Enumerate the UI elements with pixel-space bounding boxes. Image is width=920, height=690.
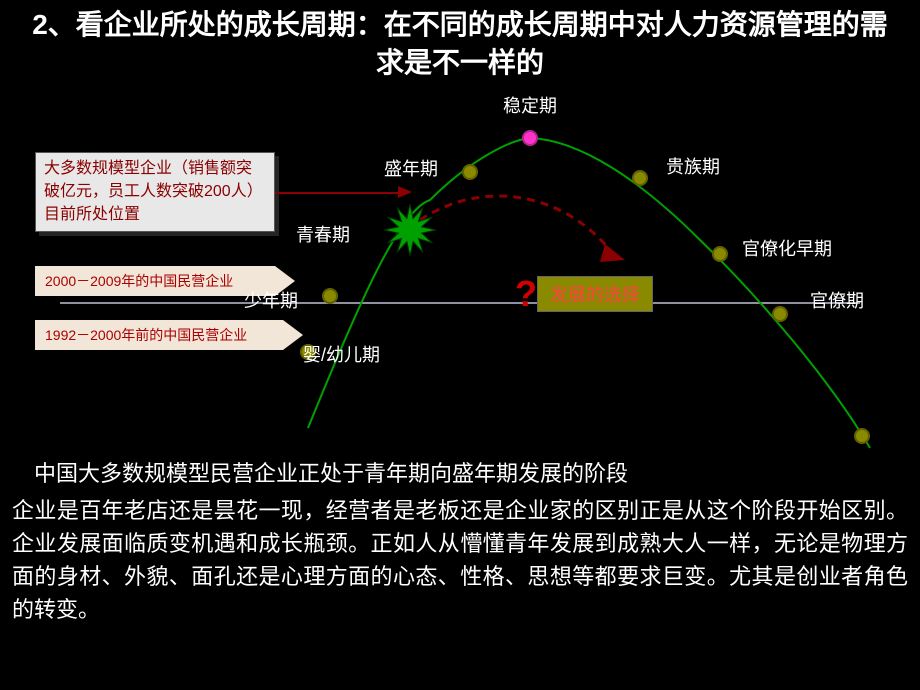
stage-node [712,246,728,262]
stage-label: 少年期 [244,287,298,313]
info-callout-connector [275,192,398,194]
dashed-arc-arrowhead [600,244,625,262]
stage-label: 婴/幼儿期 [303,341,380,367]
info-callout-box: 大多数规模型企业（销售额突破亿元，员工人数突破200人）目前所处位置 [35,152,275,232]
info-callout-text: 大多数规模型企业（销售额突破亿元，员工人数突破200人）目前所处位置 [44,160,263,223]
stage-node [632,170,648,186]
question-mark-icon: ? [515,273,537,315]
info-callout-arrowhead [398,186,412,198]
page-title: 2、看企业所处的成长周期：在不同的成长周期中对人力资源管理的需求是不一样的 [30,6,890,82]
stage-label: 青春期 [296,221,350,247]
stage-node [522,130,538,146]
stage-label: 盛年期 [384,155,438,181]
burst-star-icon [384,204,436,256]
period-arrow-label: 1992－2000年前的中国民营企业 [45,325,247,345]
stage-node [854,428,870,444]
stage-node [462,164,478,180]
alternate-path-dashed-arc [420,196,610,250]
stage-label: 稳定期 [503,92,557,118]
choice-label-text: 发展的选择 [550,285,640,305]
stage-label: 官僚期 [810,287,864,313]
statement-line: 中国大多数规模型民营企业正处于青年期向盛年期发展的阶段 [34,456,886,488]
stage-label: 贵族期 [666,153,720,179]
stage-node [772,306,788,322]
explanation-paragraph: 企业是百年老店还是昙花一现，经营者是老板还是企业家的区别正是从这个阶段开始区别。… [12,494,908,626]
stage-node [322,288,338,304]
horizontal-axis-line [60,302,860,304]
period-arrow-1992-2000: 1992－2000年前的中国民营企业 [35,320,303,350]
period-arrow-label: 2000－2009年的中国民营企业 [45,271,233,291]
choice-label-box: 发展的选择 [537,276,653,312]
stage-label: 官僚化早期 [742,235,832,261]
